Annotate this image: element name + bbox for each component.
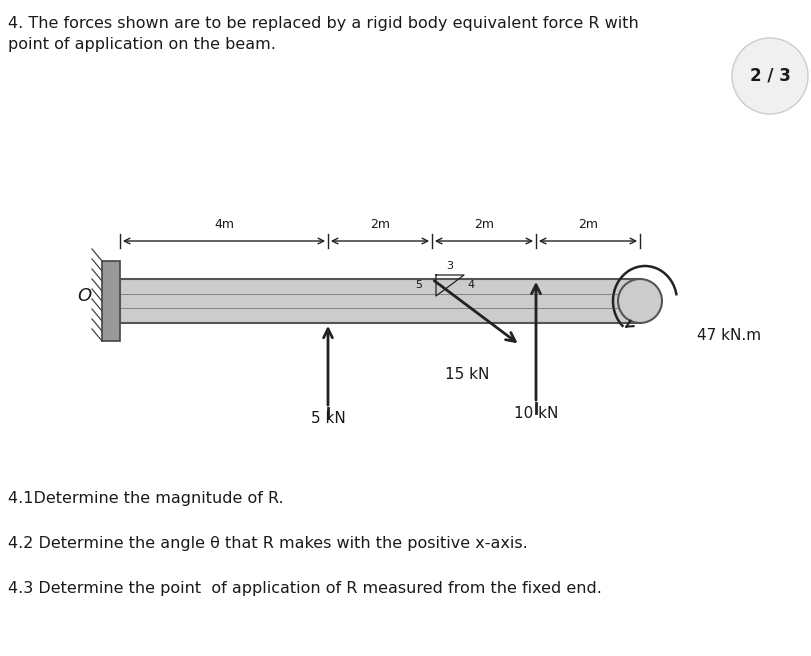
Text: 4: 4: [466, 281, 474, 291]
Text: 2 / 3: 2 / 3: [749, 67, 789, 85]
Text: 3: 3: [446, 261, 453, 271]
Text: 5 kN: 5 kN: [311, 411, 345, 426]
Text: O: O: [77, 287, 91, 305]
Text: 4.2 Determine the angle θ that R makes with the positive x-axis.: 4.2 Determine the angle θ that R makes w…: [8, 536, 527, 551]
Text: 47 kN.m: 47 kN.m: [696, 329, 760, 344]
Text: 4.3 Determine the point  of application of R measured from the fixed end.: 4.3 Determine the point of application o…: [8, 581, 601, 596]
Text: 5: 5: [414, 281, 422, 291]
Text: 2m: 2m: [474, 218, 493, 231]
Text: 15 kN: 15 kN: [444, 367, 489, 382]
Text: 2m: 2m: [577, 218, 597, 231]
Bar: [102, 261, 120, 341]
Circle shape: [617, 279, 661, 323]
Text: 2m: 2m: [370, 218, 389, 231]
Text: 10 kN: 10 kN: [513, 406, 557, 421]
Circle shape: [731, 38, 807, 114]
Text: 4.1Determine the magnitude of R.: 4.1Determine the magnitude of R.: [8, 491, 283, 506]
Text: 4m: 4m: [214, 218, 234, 231]
Text: 4. The forces shown are to be replaced by a rigid body equivalent force R with
p: 4. The forces shown are to be replaced b…: [8, 16, 638, 52]
Bar: [120, 279, 639, 323]
